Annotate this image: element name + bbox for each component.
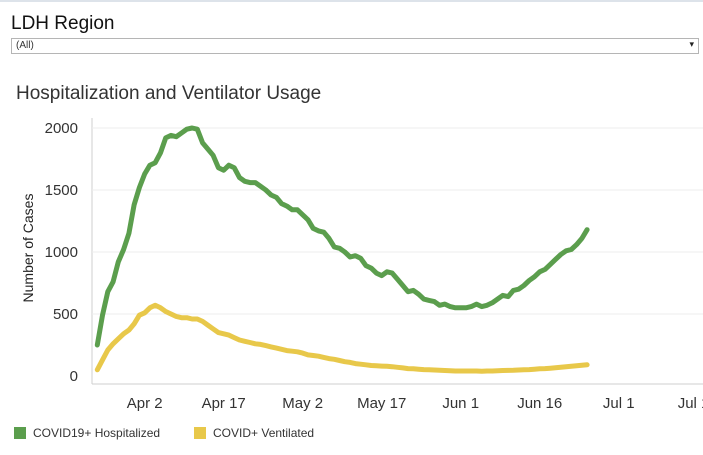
legend-label-hospitalized: COVID19+ Hospitalized [33, 426, 161, 440]
x-tick-label: Apr 17 [202, 395, 246, 412]
legend-item-ventilated[interactable]: COVID+ Ventilated [194, 426, 314, 440]
y-axis-label: Number of Cases [20, 194, 36, 303]
region-filter-dropdown[interactable]: (All) ▾ [11, 38, 699, 54]
y-tick-label: 0 [70, 368, 78, 385]
region-filter-value: (All) [16, 40, 34, 51]
y-tick-label: 500 [53, 306, 78, 323]
series-line-hospitalized [94, 125, 590, 348]
x-tick-label: Jul 16 [678, 395, 703, 412]
x-tick-label: May 17 [357, 395, 406, 412]
x-tick-label: Jun 1 [442, 395, 479, 412]
y-tick-label: 2000 [45, 120, 78, 137]
legend-swatch-ventilated [194, 427, 206, 439]
y-tick-label: 1500 [45, 182, 78, 199]
top-border [0, 0, 703, 2]
series-line-ventilated [94, 302, 590, 374]
filter-title: LDH Region [11, 13, 115, 34]
y-tick-label: 1000 [45, 244, 78, 261]
x-tick-label: Apr 2 [127, 395, 163, 412]
legend-label-ventilated: COVID+ Ventilated [213, 426, 315, 440]
legend-item-hospitalized[interactable]: COVID19+ Hospitalized [14, 426, 160, 440]
x-tick-label: Jun 16 [517, 395, 562, 412]
legend-swatch-hospitalized [14, 427, 26, 439]
x-tick-label: May 2 [282, 395, 323, 412]
chart-title: Hospitalization and Ventilator Usage [16, 83, 322, 104]
chevron-down-icon[interactable]: ▾ [689, 39, 694, 49]
x-tick-label: Jul 1 [603, 395, 635, 412]
